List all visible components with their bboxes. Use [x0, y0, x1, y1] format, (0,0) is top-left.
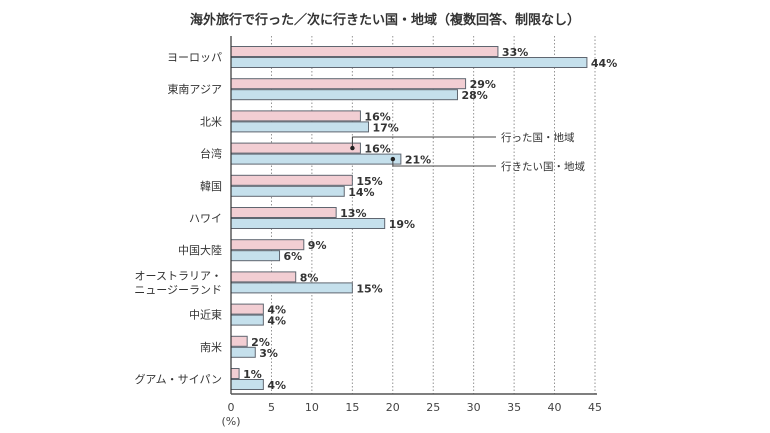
bar-want-to-visit — [230, 89, 458, 101]
data-label: 28% — [461, 89, 487, 102]
x-tick-label: 5 — [268, 401, 275, 414]
category-label: オーストラリア・ — [135, 269, 222, 282]
category-label: グアム・サイパン — [134, 372, 222, 386]
data-label: 21% — [405, 154, 431, 167]
data-label: 16% — [364, 143, 390, 156]
data-label: 15% — [356, 175, 382, 188]
data-label: 29% — [470, 78, 496, 91]
bar-visited — [230, 239, 305, 251]
data-label: 3% — [259, 347, 278, 360]
category-label: 北米 — [200, 115, 222, 128]
x-tick-label: 45 — [588, 401, 602, 414]
chart-title: 海外旅行で行った／次に行きたい国・地域（複数回答、制限なし） — [189, 13, 580, 28]
data-label: 4% — [267, 304, 286, 317]
bar-want-to-visit — [230, 314, 264, 326]
bar-visited — [230, 207, 337, 218]
x-tick-label: 40 — [548, 401, 562, 414]
x-tick-label: 30 — [467, 401, 481, 414]
axes: 0 5 10 15 20 25 30 35 40 45 (%) — [221, 36, 602, 428]
category-label: 中国大陸 — [178, 243, 222, 257]
data-label: 9% — [308, 239, 327, 252]
data-label: 15% — [356, 282, 382, 295]
bar-visited — [230, 335, 248, 347]
bar-visited — [230, 78, 467, 90]
bar-want-to-visit — [230, 379, 264, 390]
bar-visited — [230, 174, 353, 186]
legend-want-to-visit: 行きたい国・地域 — [501, 160, 585, 173]
labels: 33%44%ヨーロッパ29%28%東南アジア16%17%北米16%21%台湾15… — [134, 46, 617, 392]
callout-line — [351, 136, 496, 149]
callout-dot — [350, 145, 355, 151]
category-label: ハワイ — [189, 212, 222, 225]
category-label: 韓国 — [200, 180, 222, 193]
data-label: 33% — [502, 46, 528, 59]
data-label: 8% — [300, 271, 319, 284]
data-label: 4% — [267, 379, 286, 392]
data-label: 13% — [340, 207, 366, 220]
bar-visited — [230, 303, 264, 315]
category-label: 台湾 — [200, 147, 222, 161]
x-tick-label: 10 — [305, 401, 319, 414]
category-label: 中近東 — [189, 309, 222, 322]
x-tick-label: 20 — [386, 401, 400, 414]
legend-visited: 行った国・地域 — [501, 131, 575, 144]
bar-visited — [230, 46, 499, 57]
category-label: ニュージーランド — [134, 283, 222, 296]
data-label: 4% — [267, 315, 286, 328]
x-tick-label: 35 — [507, 401, 521, 414]
x-tick-label: 15 — [345, 401, 359, 414]
data-label: 6% — [284, 250, 303, 263]
data-label: 44% — [591, 57, 617, 70]
bar-want-to-visit — [230, 282, 353, 294]
data-label: 16% — [364, 110, 390, 123]
bar-visited — [230, 142, 361, 154]
data-label: 14% — [348, 186, 374, 199]
x-tick-label: 0 — [228, 401, 235, 414]
bar-want-to-visit — [230, 250, 281, 262]
data-label: 17% — [373, 121, 399, 134]
data-label: 2% — [251, 336, 270, 349]
bar-want-to-visit — [230, 121, 370, 133]
category-label: 東南アジア — [167, 83, 222, 96]
category-label: ヨーロッパ — [167, 51, 222, 64]
bar-visited — [230, 368, 240, 379]
bar-visited — [230, 271, 297, 283]
category-label: 南米 — [200, 341, 222, 354]
bar-want-to-visit — [230, 57, 588, 68]
data-label: 1% — [243, 368, 262, 381]
x-tick-label: 25 — [426, 401, 440, 414]
bar-want-to-visit — [230, 185, 345, 197]
x-axis-label: (%) — [221, 415, 240, 428]
data-label: 19% — [389, 218, 415, 231]
bar-want-to-visit — [230, 218, 386, 229]
callout-dot — [390, 156, 396, 162]
bar-visited — [230, 110, 361, 122]
callout-line — [392, 159, 496, 167]
